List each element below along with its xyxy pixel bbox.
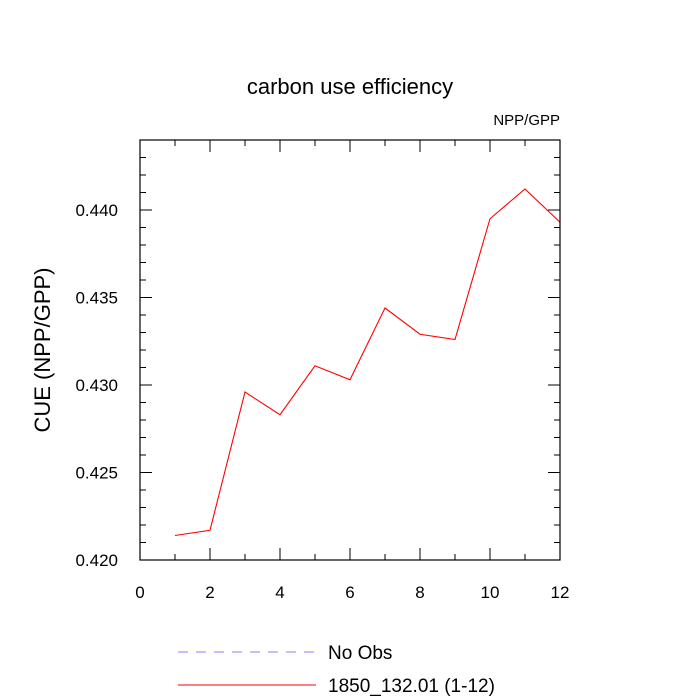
y-tick-label: 0.440 xyxy=(75,201,118,220)
x-tick-label: 6 xyxy=(345,583,354,602)
x-tick-label: 4 xyxy=(275,583,284,602)
legend-label: 1850_132.01 (1-12) xyxy=(328,676,495,697)
legend-label: No Obs xyxy=(328,643,392,664)
legend: No Obs 1850_132.01 (1-12) xyxy=(178,643,495,697)
y-tick-label: 0.420 xyxy=(75,551,118,570)
chart-title: carbon use efficiency xyxy=(247,74,453,99)
x-tick-label: 10 xyxy=(481,583,500,602)
y-tick-label: 0.435 xyxy=(75,289,118,308)
y-tick-labels: 0.420 0.425 0.430 0.435 0.440 xyxy=(75,201,118,570)
y-axis-label: CUE (NPP/GPP) xyxy=(30,267,55,432)
axis-ticks xyxy=(139,139,561,561)
series-layer xyxy=(174,188,561,537)
x-tick-label: 12 xyxy=(551,583,570,602)
plot-frame xyxy=(139,139,561,561)
series-line xyxy=(174,188,561,537)
chart-subtitle: NPP/GPP xyxy=(493,112,560,129)
y-tick-label: 0.430 xyxy=(75,376,118,395)
y-tick-label: 0.425 xyxy=(75,464,118,483)
x-tick-labels: 0 2 4 6 8 10 12 xyxy=(135,583,569,602)
x-tick-label: 8 xyxy=(415,583,424,602)
x-tick-label: 0 xyxy=(135,583,144,602)
x-tick-label: 2 xyxy=(205,583,214,602)
